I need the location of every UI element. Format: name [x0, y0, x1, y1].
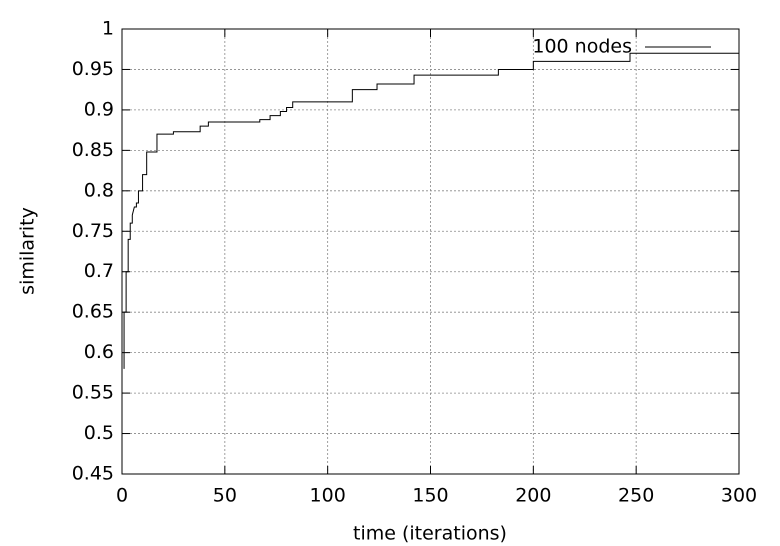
- y-tick-label: 0.9: [84, 98, 114, 120]
- y-tick-label: 1: [102, 18, 114, 40]
- legend-label: 100 nodes: [532, 36, 632, 58]
- y-axis-label: similarity: [17, 207, 39, 295]
- x-axis-label: time (iterations): [353, 523, 507, 545]
- x-tick-label: 250: [618, 485, 654, 507]
- y-tick-label: 0.85: [72, 139, 114, 161]
- line-series: [123, 52, 739, 369]
- x-tick-label: 150: [412, 485, 448, 507]
- plot-frame: [121, 28, 740, 475]
- y-tick-label: 0.6: [84, 341, 114, 363]
- x-tick-label: 300: [721, 485, 757, 507]
- y-tick-label: 0.7: [84, 260, 114, 282]
- x-tick-label: 200: [515, 485, 551, 507]
- y-tick-label: 0.95: [72, 58, 114, 80]
- y-tick-label: 0.5: [84, 422, 114, 444]
- y-tick-label: 0.55: [72, 382, 114, 404]
- y-tick-label: 0.8: [84, 179, 114, 201]
- x-tick-label: 100: [310, 485, 346, 507]
- y-tick-label: 0.75: [72, 220, 114, 242]
- x-tick-label: 0: [116, 485, 128, 507]
- x-tick-label: 50: [213, 485, 237, 507]
- y-tick-label: 0.45: [72, 463, 114, 485]
- y-tick-label: 0.65: [72, 301, 114, 323]
